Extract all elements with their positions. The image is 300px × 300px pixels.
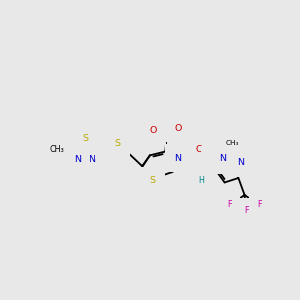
Text: N: N: [237, 158, 244, 167]
Text: S: S: [82, 134, 88, 143]
Text: O: O: [196, 145, 203, 154]
Text: F: F: [228, 200, 232, 209]
Text: N: N: [219, 154, 226, 163]
Text: N: N: [174, 154, 181, 163]
Text: CH₃: CH₃: [50, 145, 65, 154]
Text: F: F: [244, 206, 248, 215]
Text: N: N: [74, 155, 81, 164]
Text: O: O: [149, 126, 157, 135]
Text: CH₃: CH₃: [225, 140, 239, 146]
Text: H: H: [199, 176, 204, 185]
Text: S: S: [115, 139, 121, 148]
Text: S: S: [149, 176, 155, 185]
Text: N: N: [193, 174, 200, 183]
Text: O: O: [175, 124, 182, 133]
Text: O: O: [211, 155, 218, 164]
Text: N: N: [88, 155, 95, 164]
Text: H: H: [154, 122, 160, 131]
Text: F: F: [257, 200, 261, 209]
Text: S: S: [104, 140, 110, 149]
